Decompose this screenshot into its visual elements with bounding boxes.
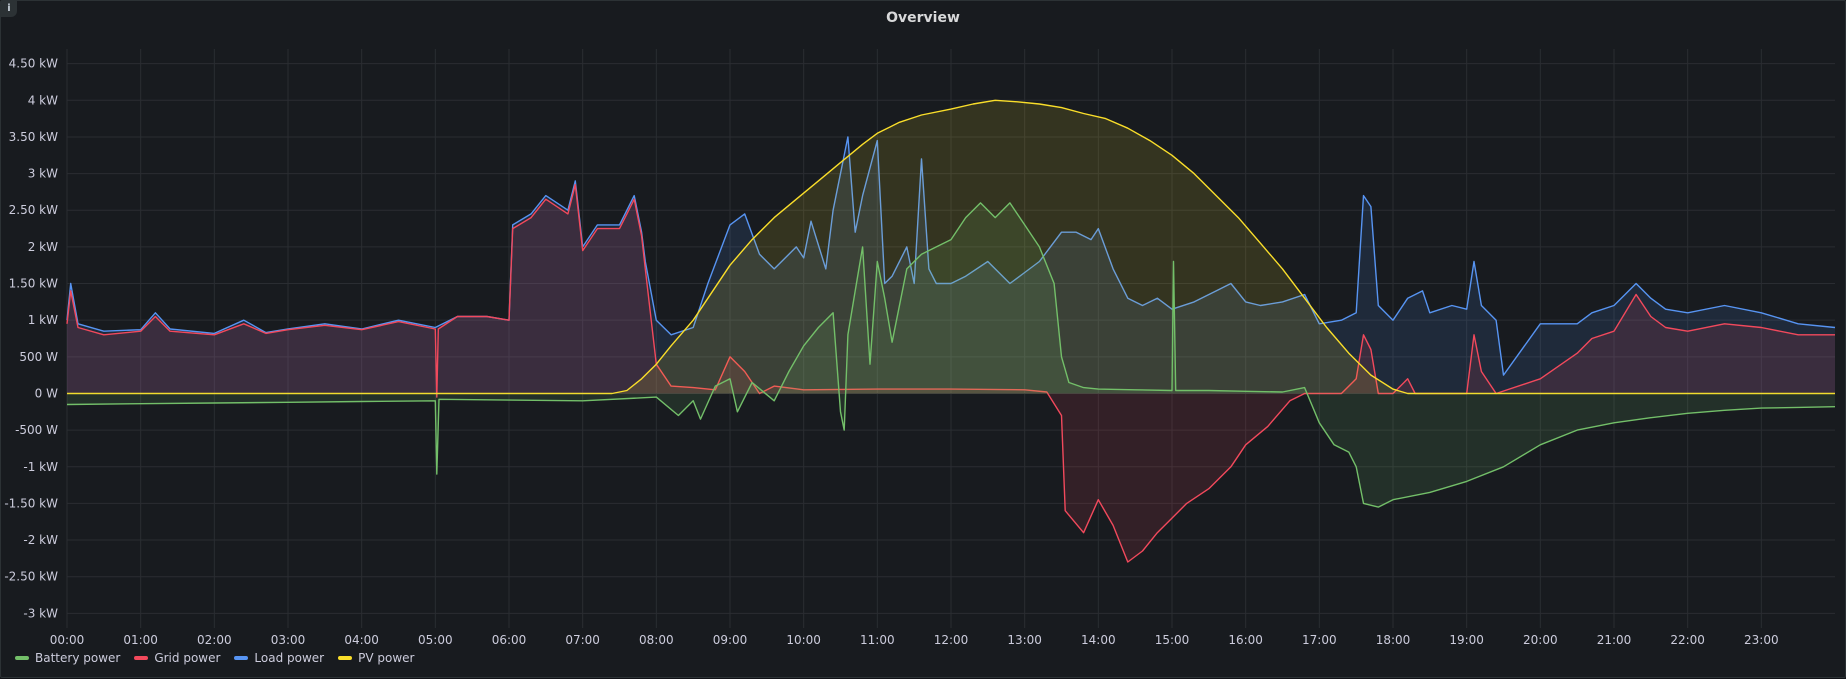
x-tick-label: 23:00 bbox=[1744, 633, 1779, 647]
legend-swatch bbox=[15, 656, 29, 660]
x-tick-label: 21:00 bbox=[1597, 633, 1632, 647]
legend-swatch bbox=[338, 656, 353, 660]
x-tick-label: 07:00 bbox=[565, 633, 600, 647]
legend-item-load[interactable]: Load power bbox=[234, 651, 324, 665]
legend-item-grid[interactable]: Grid power bbox=[134, 651, 220, 665]
series-area-pv bbox=[67, 100, 1835, 394]
y-tick-label: 500 W bbox=[19, 350, 58, 364]
legend-label: Load power bbox=[254, 651, 325, 665]
x-tick-label: 03:00 bbox=[271, 633, 306, 647]
legend-swatch bbox=[234, 656, 249, 660]
info-icon[interactable]: i bbox=[1, 1, 17, 17]
y-tick-label: -1.50 kW bbox=[4, 496, 58, 510]
x-tick-label: 11:00 bbox=[860, 633, 895, 647]
x-tick-label: 14:00 bbox=[1081, 633, 1116, 647]
legend-item-pv[interactable]: PV power bbox=[338, 651, 414, 665]
y-tick-label: 3 kW bbox=[28, 167, 58, 181]
panel-title: Overview bbox=[886, 10, 960, 26]
x-tick-label: 01:00 bbox=[123, 633, 158, 647]
y-tick-label: 2.50 kW bbox=[9, 203, 58, 217]
y-tick-label: -500 W bbox=[15, 423, 58, 437]
series-line-battery[interactable] bbox=[66, 202, 1836, 508]
x-tick-label: 06:00 bbox=[492, 633, 527, 647]
y-tick-label: -1 kW bbox=[23, 460, 58, 474]
legend-item-battery[interactable]: Battery power bbox=[15, 651, 120, 665]
legend-label: Grid power bbox=[154, 651, 221, 665]
legend-swatch bbox=[134, 656, 149, 660]
x-tick-label: 10:00 bbox=[786, 633, 821, 647]
y-tick-label: 0 W bbox=[35, 386, 58, 400]
y-tick-label: 4 kW bbox=[28, 93, 58, 107]
x-tick-label: 18:00 bbox=[1376, 633, 1411, 647]
x-tick-label: 09:00 bbox=[713, 633, 748, 647]
y-tick-label: 1 kW bbox=[28, 313, 58, 327]
x-tick-label: 16:00 bbox=[1228, 633, 1263, 647]
y-tick-label: 1.50 kW bbox=[9, 277, 58, 291]
x-tick-label: 22:00 bbox=[1670, 633, 1705, 647]
x-tick-label: 08:00 bbox=[639, 633, 674, 647]
x-tick-label: 17:00 bbox=[1302, 633, 1337, 647]
x-tick-label: 12:00 bbox=[934, 633, 969, 647]
legend-label: Battery power bbox=[35, 651, 121, 665]
x-tick-label: 05:00 bbox=[418, 633, 453, 647]
y-tick-label: 4.50 kW bbox=[9, 57, 58, 71]
y-tick-label: -2 kW bbox=[23, 533, 58, 547]
x-tick-label: 13:00 bbox=[1007, 633, 1042, 647]
series-area-grid bbox=[67, 184, 1835, 562]
x-tick-label: 20:00 bbox=[1523, 633, 1558, 647]
x-tick-label: 02:00 bbox=[197, 633, 232, 647]
y-tick-label: 3.50 kW bbox=[9, 130, 58, 144]
series-area-battery bbox=[67, 202, 1835, 508]
series-area-load bbox=[67, 136, 1835, 394]
x-tick-label: 15:00 bbox=[1155, 633, 1190, 647]
y-tick-label: -2.50 kW bbox=[4, 570, 58, 584]
series-line-pv[interactable] bbox=[67, 99, 1835, 395]
y-tick-label: 2 kW bbox=[28, 240, 58, 254]
legend-label: PV power bbox=[358, 651, 415, 665]
y-tick-label: -3 kW bbox=[23, 606, 58, 620]
x-tick-label: 00:00 bbox=[50, 633, 85, 647]
series-line-grid[interactable] bbox=[66, 183, 1835, 563]
x-tick-label: 04:00 bbox=[344, 633, 379, 647]
chart-legend: Battery power Grid power Load power PV powe… bbox=[15, 651, 414, 665]
x-tick-label: 19:00 bbox=[1449, 633, 1484, 647]
